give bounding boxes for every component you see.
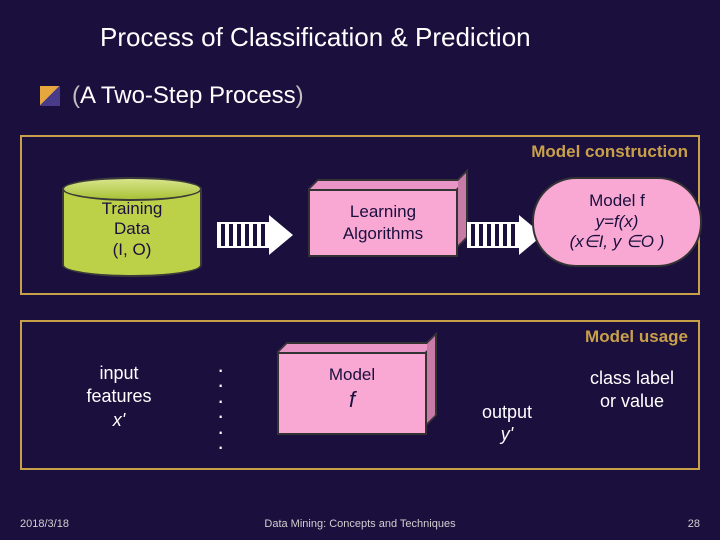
model-f-box: Model f y=f(x) (x∈I, y ∈O ) [532, 177, 702, 267]
training-data-cylinder: Training Data (I, O) [62, 177, 202, 272]
class-l1: class label [567, 367, 697, 390]
learn-line1: Learning [316, 201, 450, 223]
output-l1: output [462, 402, 552, 424]
slide-title: Process of Classification & Prediction [100, 22, 531, 53]
footer-center: Data Mining: Concepts and Techniques [0, 518, 720, 530]
stage-model-construction: Model construction Training Data (I, O) … [20, 135, 700, 295]
slide-subtitle: (A Two-Step Process) [72, 82, 304, 110]
input-l2: features [54, 385, 184, 408]
model-line2: y=f(x) [596, 212, 639, 232]
subtitle-text: A Two-Step Process [80, 82, 296, 109]
vertical-dots-icon: ······ [217, 362, 226, 454]
cyl-line2: Data [62, 219, 202, 239]
model2-l2: f [285, 386, 419, 415]
stage-model-usage: Model usage input features x' ······ Mod… [20, 320, 700, 470]
input-l3: x' [54, 409, 184, 432]
bullet-icon [40, 86, 60, 106]
cyl-line3: (I, O) [62, 240, 202, 260]
output-l2: y' [462, 424, 552, 446]
footer-page-number: 28 [688, 518, 700, 530]
paren-close: ) [296, 82, 304, 109]
paren-open: ( [72, 82, 80, 109]
model-line3: (x∈I, y ∈O ) [570, 232, 665, 252]
input-l1: input [54, 362, 184, 385]
input-features-label: input features x' [54, 362, 184, 432]
learning-algorithms-box: Learning Algorithms [308, 189, 458, 257]
cyl-line1: Training [62, 199, 202, 219]
model-box: Model f [277, 352, 427, 435]
learn-line2: Algorithms [316, 223, 450, 245]
model2-l1: Model [285, 364, 419, 386]
class-l2: or value [567, 390, 697, 413]
output-label: output y' [462, 402, 552, 445]
model-line1: Model f [589, 191, 645, 211]
arrow-icon [217, 215, 293, 255]
stage2-label: Model usage [585, 327, 688, 347]
class-label: class label or value [567, 367, 697, 414]
stage1-label: Model construction [531, 142, 688, 162]
